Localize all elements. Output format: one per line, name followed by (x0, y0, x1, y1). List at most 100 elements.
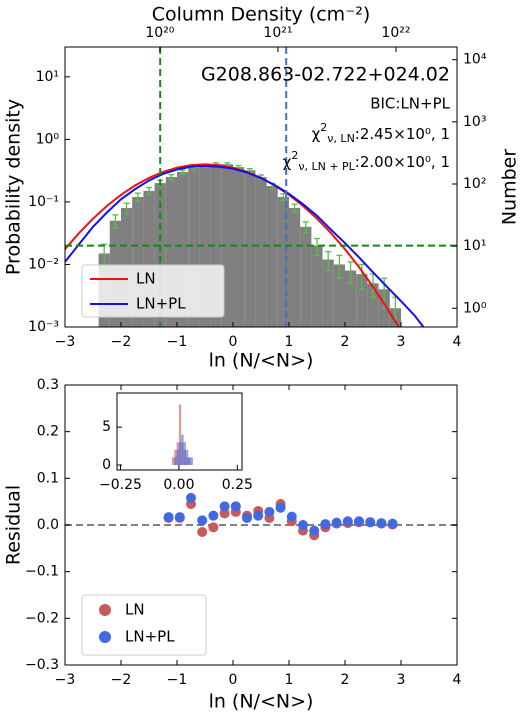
legend-label: LN+PL (136, 295, 186, 313)
histogram-bar (266, 185, 278, 327)
histogram-bar (171, 457, 175, 465)
residual-point (298, 520, 308, 530)
histogram-bar (190, 457, 193, 465)
residual-point (264, 506, 275, 517)
residual-point (387, 518, 398, 529)
x-tick-label: −2 (111, 334, 132, 350)
histogram-bar (185, 449, 189, 465)
x-tick-label: 2 (341, 672, 350, 688)
y-axis-label: Residual (3, 485, 25, 565)
x-axis-label: ln (N/<N>) (209, 691, 314, 713)
histogram-bar (176, 449, 179, 465)
y-tick-label: −0.1 (25, 564, 59, 580)
x2-tick-label: 10²⁰ (145, 25, 174, 41)
x-axis-label: ln (N/<N>) (209, 350, 314, 372)
x-tick-label: 3 (397, 334, 406, 350)
y-tick-label: 0 (102, 457, 111, 473)
histogram-bar (178, 404, 182, 465)
residual-point (286, 511, 297, 522)
x-tick-label: 1 (285, 672, 294, 688)
legend-label: LN+PL (125, 628, 175, 646)
y2-tick-label: 10³ (463, 114, 486, 130)
y-axis-label: Probability density (3, 99, 25, 275)
x2-axis-label: Column Density (cm⁻²) (152, 4, 371, 26)
residual-point (331, 517, 342, 528)
y-tick-label: 10⁻³ (28, 319, 59, 335)
residual-point (342, 516, 353, 527)
x-tick-label: 2 (341, 334, 350, 350)
y-tick-label: 10¹ (36, 69, 59, 85)
residual-point (174, 512, 185, 523)
x-tick-label: 4 (453, 672, 462, 688)
error-bar (302, 221, 309, 234)
error-bar (134, 192, 141, 203)
error-bar (314, 237, 320, 256)
x-tick-label: −1 (167, 672, 188, 688)
x-tick-label: 1 (285, 334, 294, 350)
source-name: G208.863-02.722+024.02 (201, 64, 450, 86)
histogram-bar (244, 170, 256, 327)
residual-point (208, 522, 219, 533)
residual-point (230, 501, 241, 512)
residual-point (376, 518, 387, 529)
histogram-bar (367, 283, 379, 327)
legend-marker (99, 631, 111, 643)
histogram-bar (277, 196, 289, 327)
bottom-frame (64, 384, 458, 666)
residual-point (253, 510, 264, 521)
error-bar (291, 203, 298, 214)
histogram-bar (178, 442, 182, 465)
x-tick-label: 4 (453, 334, 462, 350)
residual-point (242, 513, 252, 523)
error-bar (112, 214, 119, 229)
histogram-bar (311, 245, 323, 327)
legend-label: LN (136, 270, 156, 288)
chi-symbol: χ (283, 153, 292, 171)
histogram-bar (322, 259, 334, 327)
error-bar (336, 254, 343, 279)
histogram-bar (132, 196, 144, 327)
histogram-bar (233, 167, 245, 327)
histogram-bar (154, 183, 166, 327)
error-bar (358, 263, 365, 290)
error-bar (123, 202, 130, 215)
error-bar (179, 169, 186, 175)
top-frame (64, 46, 458, 328)
x-tick-label: −0.25 (99, 477, 142, 493)
histogram-bar (177, 172, 189, 327)
histogram-bar (183, 442, 186, 465)
histogram-bar (174, 457, 177, 465)
residual-point (163, 512, 174, 523)
histogram-bar (165, 177, 177, 327)
residual-point (309, 525, 320, 536)
x-tick-label: 3 (397, 672, 406, 688)
chi-symbol: χ (312, 125, 321, 143)
histogram-bar (199, 165, 211, 327)
x-tick-label: 0.25 (222, 477, 253, 493)
x-tick-label: −3 (55, 334, 76, 350)
residual-point (197, 527, 208, 537)
error-bar (146, 186, 152, 196)
residual-point (208, 510, 219, 521)
inset-frame (116, 392, 243, 471)
y-tick-label: 0.1 (37, 470, 59, 486)
y-tick-label: −0.2 (25, 610, 59, 626)
error-bar (347, 261, 354, 284)
x-tick-label: −2 (111, 672, 132, 688)
legend-marker (99, 604, 111, 616)
histogram-bar (289, 207, 301, 327)
chi-value: :2.00×10⁰, 1 (355, 153, 450, 171)
histogram-bar (300, 226, 312, 327)
histogram-bar (181, 434, 184, 465)
residual-point (219, 501, 230, 512)
residual-point (275, 502, 286, 513)
legend-label: LN (125, 601, 145, 619)
histogram-bar (188, 457, 191, 465)
x-tick-label: −3 (55, 672, 76, 688)
x-tick-label: −1 (167, 334, 188, 350)
residual-point (219, 508, 230, 519)
x-tick-label: 0 (229, 672, 238, 688)
histogram-bar (143, 190, 155, 327)
y-tick-label: 10⁻² (28, 256, 59, 272)
